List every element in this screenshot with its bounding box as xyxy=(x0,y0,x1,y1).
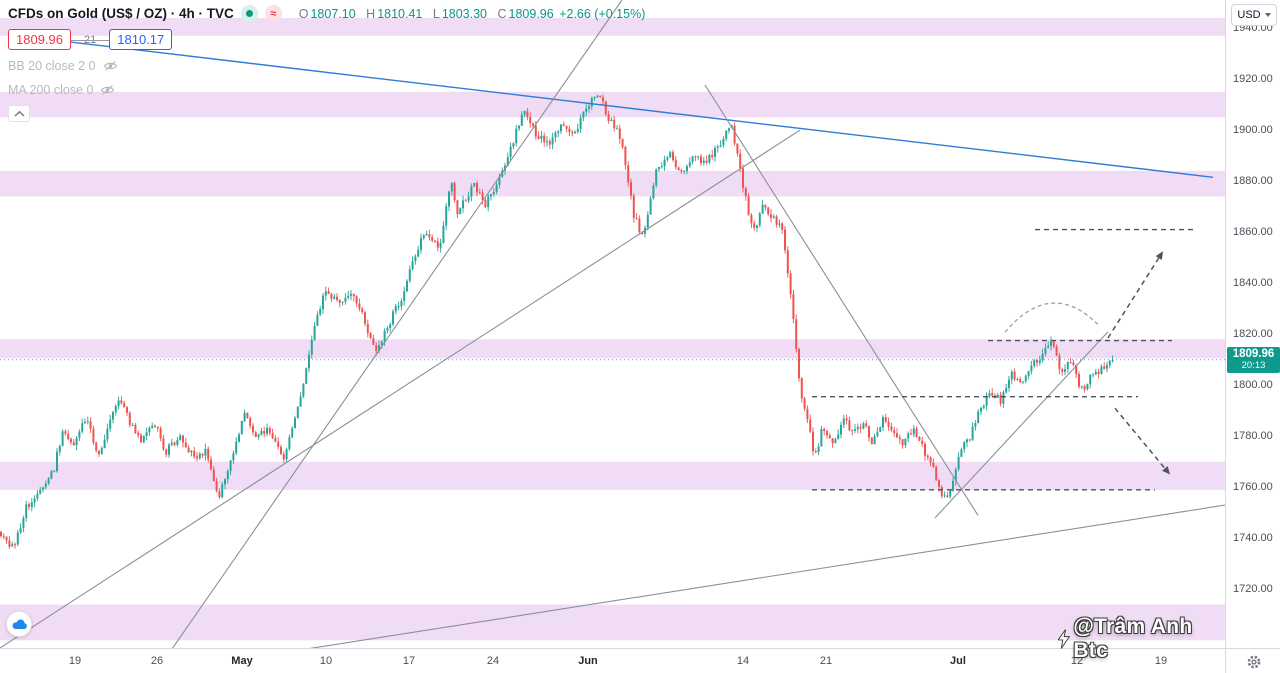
indicator-row-bb[interactable]: BB 20 close 2 0 xyxy=(8,58,645,74)
approx-icon: ≈ xyxy=(264,5,282,22)
axis-settings-corner xyxy=(1225,648,1280,673)
spread-value: 21 xyxy=(71,34,110,46)
time-axis-label: 24 xyxy=(486,655,500,667)
sell-bid-button[interactable]: 1809.96 xyxy=(8,29,71,50)
price-axis-label: 1920.00 xyxy=(1233,73,1273,86)
price-axis-label: 1860.00 xyxy=(1233,226,1273,239)
gray-trendline[interactable] xyxy=(0,129,801,648)
bar-countdown: 20:13 xyxy=(1241,360,1266,371)
buy-ask-button[interactable]: 1810.17 xyxy=(109,29,173,50)
dashed-arc-annotation[interactable] xyxy=(1004,302,1101,333)
price-axis-label: 1760.00 xyxy=(1233,481,1273,494)
low-value: 1803.30 xyxy=(441,6,487,21)
currency-selector[interactable]: USD xyxy=(1231,4,1277,26)
time-axis-label: May xyxy=(231,655,253,667)
gear-icon[interactable] xyxy=(1245,653,1263,671)
price-axis-label: 1740.00 xyxy=(1233,532,1273,545)
currency-label: USD xyxy=(1237,9,1261,21)
open-label: O xyxy=(298,6,309,21)
chevron-up-icon xyxy=(13,110,25,117)
current-price-label: 1809.96 20:13 xyxy=(1227,347,1280,373)
down-candle-wicks xyxy=(0,94,1105,549)
time-axis-label: 19 xyxy=(1154,655,1168,667)
down-candle-bodies xyxy=(0,95,1106,547)
gray-trendline[interactable] xyxy=(934,331,1109,519)
watermark-text: @Trâm Anh Btc xyxy=(1073,615,1193,662)
price-axis-label: 1880.00 xyxy=(1233,175,1273,188)
price-axis-label: 1840.00 xyxy=(1233,277,1273,290)
up-candle-bodies xyxy=(11,95,1114,547)
close-label: C xyxy=(497,6,507,21)
price-axis-label: 1720.00 xyxy=(1233,583,1273,596)
high-label: H xyxy=(366,6,376,21)
watermark: @Trâm Anh Btc xyxy=(1058,615,1225,663)
chart-canvas[interactable]: CFDs on Gold (US$ / OZ) · 4h · TVC ≈ O 18… xyxy=(0,0,1225,662)
close-value: 1809.96 xyxy=(508,6,554,21)
time-axis-label: 19 xyxy=(68,655,82,667)
arrow-head xyxy=(1155,251,1163,260)
time-axis-label: 21 xyxy=(819,655,833,667)
projection-arrow[interactable] xyxy=(1114,407,1166,469)
cloud-icon xyxy=(12,619,27,629)
arrow-head xyxy=(1162,466,1170,475)
price-axis-label: 1820.00 xyxy=(1233,328,1273,341)
indicator-dot-icon xyxy=(240,5,258,22)
supply-demand-zone[interactable] xyxy=(0,170,1225,197)
high-value: 1810.41 xyxy=(377,6,423,21)
chevron-down-icon xyxy=(1264,13,1271,17)
open-value: 1807.10 xyxy=(310,6,356,21)
bid-ask-row: 1809.96 21 1810.17 xyxy=(8,29,645,50)
time-axis-label: Jun xyxy=(578,655,598,667)
indicator-row-ma[interactable]: MA 200 close 0 xyxy=(8,82,645,98)
current-price-value: 1809.96 xyxy=(1232,348,1275,360)
symbol-header-row: CFDs on Gold (US$ / OZ) · 4h · TVC ≈ O 18… xyxy=(8,5,645,22)
eye-off-icon[interactable] xyxy=(103,60,118,72)
time-axis-label: 14 xyxy=(736,655,750,667)
indicator-ma-label: MA 200 close 0 xyxy=(8,83,94,97)
chart-legend: CFDs on Gold (US$ / OZ) · 4h · TVC ≈ O 18… xyxy=(8,5,645,98)
up-candle-wicks xyxy=(11,94,1114,547)
time-axis-label: Jul xyxy=(950,655,966,667)
price-axis-label: 1800.00 xyxy=(1233,379,1273,392)
time-axis-label: 17 xyxy=(402,655,416,667)
lightning-bolt-icon xyxy=(1058,629,1071,649)
ohlc-values: O 1807.10 H 1810.41 L 1803.30 C 1809.96 +2.6… xyxy=(292,7,646,21)
change-value: +2.66 (+0.15%) xyxy=(559,6,646,21)
supply-demand-zone[interactable] xyxy=(0,339,1225,359)
projection-arrow[interactable] xyxy=(1107,257,1160,339)
symbol-title[interactable]: CFDs on Gold (US$ / OZ) · 4h · TVC xyxy=(8,6,234,21)
price-axis-label: 1900.00 xyxy=(1233,124,1273,137)
eye-off-icon[interactable] xyxy=(100,84,115,96)
price-axis[interactable]: 1940.00 1920.00 1900.00 1880.00 1860.00 1840.… xyxy=(1225,0,1280,648)
time-axis[interactable]: 19 26 May 10 17 24 Jun 14 21 Jul 12 19 xyxy=(0,648,1225,673)
time-axis-label: 12 xyxy=(1070,655,1084,667)
time-axis-label: 26 xyxy=(150,655,164,667)
low-label: L xyxy=(432,6,440,21)
supply-demand-zone[interactable] xyxy=(0,461,1225,490)
supply-demand-zone[interactable] xyxy=(0,604,1225,641)
time-axis-label: 10 xyxy=(319,655,333,667)
cloud-sync-button[interactable] xyxy=(6,611,32,637)
gray-trendline[interactable] xyxy=(704,84,979,516)
price-axis-label: 1780.00 xyxy=(1233,430,1273,443)
indicator-bb-label: BB 20 close 2 0 xyxy=(8,59,96,73)
legend-collapse-button[interactable] xyxy=(8,105,30,122)
